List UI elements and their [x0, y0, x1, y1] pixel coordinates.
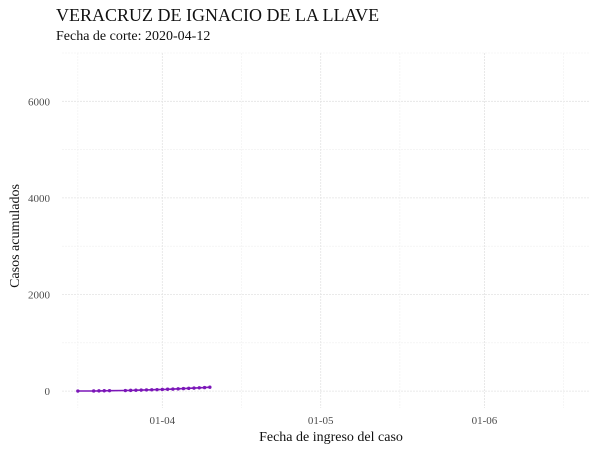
series-line	[77, 386, 210, 392]
data-point	[187, 386, 191, 391]
data-point	[202, 385, 207, 390]
chart-subtitle: Fecha de corte: 2020-04-12	[56, 29, 211, 44]
data-point	[165, 387, 170, 391]
chart-title: VERACRUZ DE IGNACIO DE LA LLAVE	[56, 5, 380, 25]
y-tick-label: 2000	[28, 289, 51, 301]
data-point	[97, 389, 101, 393]
data-point	[144, 388, 149, 392]
data-point	[160, 387, 165, 392]
y-tick-label: 4000	[28, 193, 51, 205]
data-point	[91, 389, 96, 393]
y-axis-title: Casos acumulados	[8, 184, 23, 288]
y-tick-labels: 0 2000 4000 6000	[28, 96, 51, 398]
data-point	[107, 388, 112, 393]
y-tick-label: 6000	[28, 96, 51, 108]
series-layer	[76, 385, 212, 393]
data-point	[181, 386, 186, 391]
data-point	[171, 387, 175, 391]
data-point	[197, 386, 201, 390]
data-point	[123, 388, 128, 393]
y-tick-label: 0	[45, 386, 51, 398]
data-point	[155, 387, 159, 392]
data-point	[128, 388, 133, 393]
data-point	[192, 386, 196, 390]
grid	[62, 52, 590, 408]
data-point	[139, 388, 143, 392]
x-tick-labels: 01-04 01-05 01-06	[149, 415, 497, 427]
data-point	[150, 388, 154, 392]
data-point	[134, 388, 138, 392]
data-point	[208, 385, 212, 389]
x-axis-title: Fecha de ingreso del caso	[259, 430, 403, 445]
x-tick-label: 01-06	[472, 415, 498, 427]
x-tick-label: 01-04	[149, 415, 175, 427]
data-point	[102, 389, 106, 393]
x-tick-label: 01-05	[308, 415, 334, 427]
data-point	[76, 389, 80, 393]
data-point	[176, 387, 180, 391]
